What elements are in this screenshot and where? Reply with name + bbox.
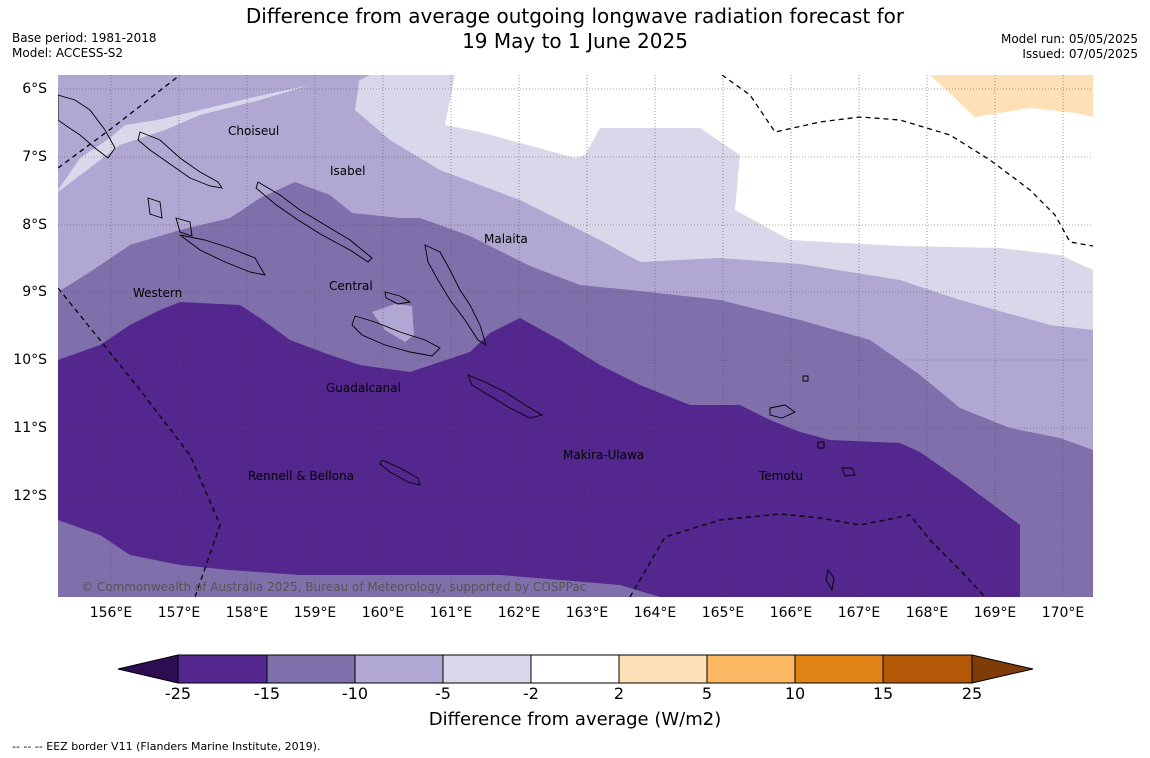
island-shortlands (147, 197, 163, 219)
lon-label: 166°E (769, 605, 813, 621)
contour-band-minus10-to-minus5 (58, 75, 370, 190)
lon-label: 169°E (973, 605, 1017, 621)
colorbar-segment-2 (267, 655, 355, 683)
colorbar-tick-label: -25 (164, 684, 192, 703)
place-label-temotu: Temotu (759, 469, 804, 483)
island-anuta (825, 568, 835, 592)
lon-label: 163°E (565, 605, 609, 621)
map-title-line2: 19 May to 1 June 2025 (462, 29, 688, 53)
model-name: Model: ACCESS-S2 (12, 46, 124, 60)
map-gridlines (58, 75, 1093, 597)
map-title: Difference from average outgoing longwav… (0, 4, 1150, 54)
place-label-guadalcanal: Guadalcanal (326, 381, 401, 395)
eez-borders (58, 75, 1093, 597)
lat-label: 7°S (22, 149, 47, 165)
colorbar-tick-label: -5 (435, 684, 451, 703)
island-bougainville (58, 94, 116, 159)
colorbar-segment-4 (443, 655, 531, 683)
model-run: Model run: 05/05/2025 (1000, 32, 1138, 46)
colorbar-tick-label: 10 (784, 684, 806, 703)
lat-label: 10°S (13, 352, 47, 368)
lon-label: 159°E (293, 605, 337, 621)
island-choiseul (137, 131, 223, 189)
place-label-central: Central (329, 279, 373, 293)
colorbar-tick-label: -10 (341, 684, 369, 703)
island-makira (467, 374, 544, 419)
island-vanikoro (841, 467, 856, 477)
lat-label: 6°S (22, 81, 47, 97)
colorbar (117, 654, 1034, 684)
island-florida (384, 291, 412, 305)
colorbar-segment-7 (707, 655, 795, 683)
lat-label: 9°S (22, 284, 47, 300)
lon-label: 162°E (497, 605, 541, 621)
lon-label: 160°E (361, 605, 405, 621)
contour-patch-central (372, 304, 414, 342)
lon-label: 158°E (225, 605, 269, 621)
island-isabel (255, 181, 373, 263)
lat-label: 12°S (13, 488, 47, 504)
colorbar-tick-label: -2 (523, 684, 539, 703)
contour-band-2-to-5 (930, 75, 1093, 117)
island-santa-cruz (769, 404, 796, 419)
place-label-choiseul: Choiseul (228, 124, 280, 138)
lon-label: 164°E (633, 605, 677, 621)
contour-band-minus15-to-minus10-south (58, 520, 660, 597)
map-title-line1: Difference from average outgoing longwav… (245, 4, 905, 28)
lon-label: 165°E (701, 605, 745, 621)
colorbar-extend-low (117, 654, 179, 684)
colorbar-tick-label: -15 (253, 684, 281, 703)
colorbar-tick-label: 5 (701, 684, 713, 703)
meta-right: Model run: 05/05/2025 Issued: 07/05/2025 (1001, 32, 1138, 62)
lon-label: 167°E (837, 605, 881, 621)
lon-label: 161°E (429, 605, 473, 621)
place-label-isabel: Isabel (330, 164, 366, 178)
islands (58, 94, 856, 592)
colorbar-segment-6 (619, 655, 707, 683)
island-reef-islands (802, 375, 809, 382)
colorbar-segment-8 (795, 655, 883, 683)
island-malaita (424, 244, 487, 347)
island-tikopia (817, 441, 825, 449)
issued-date: Issued: 07/05/2025 (1022, 47, 1138, 61)
colorbar-tick-label: 25 (961, 684, 983, 703)
island-guadalcanal (351, 315, 441, 357)
eez-legend-note: -- -- -- EEZ border V11 (Flanders Marine… (12, 740, 321, 753)
lat-label: 11°S (13, 420, 47, 436)
place-label-western: Western (133, 286, 183, 300)
island-vella-lavella (175, 217, 193, 237)
place-label-malaita: Malaita (484, 232, 528, 246)
place-label-makira-ulawa: Makira-Ulawa (563, 448, 645, 462)
place-label-rennell-bellona: Rennell & Bellona (248, 469, 355, 483)
meta-left: Base period: 1981-2018 Model: ACCESS-S2 (12, 31, 157, 61)
contour-band-minus25-to-minus15 (58, 302, 1020, 597)
colorbar-segment-9 (883, 655, 972, 683)
island-new-georgia (179, 234, 266, 276)
lon-label: 156°E (89, 605, 133, 621)
contour-band-neutral (440, 75, 1093, 270)
base-period: Base period: 1981-2018 (12, 31, 157, 45)
colorbar-tick-label: 2 (613, 684, 625, 703)
copyright-notice: © Commonwealth of Australia 2025, Bureau… (81, 580, 587, 594)
island-rennell (379, 459, 421, 486)
colorbar-extend-high (971, 654, 1034, 684)
colorbar-tick-label: 15 (872, 684, 894, 703)
colorbar-segment-1 (178, 655, 267, 683)
colorbar-title: Difference from average (W/m2) (428, 709, 722, 730)
lat-label: 8°S (22, 217, 47, 233)
lon-label: 168°E (905, 605, 949, 621)
colorbar-segment-3 (355, 655, 443, 683)
lon-label: 157°E (157, 605, 201, 621)
colorbar-segment-5 (531, 655, 619, 683)
lon-label: 170°E (1041, 605, 1085, 621)
map-contours (58, 75, 1093, 597)
